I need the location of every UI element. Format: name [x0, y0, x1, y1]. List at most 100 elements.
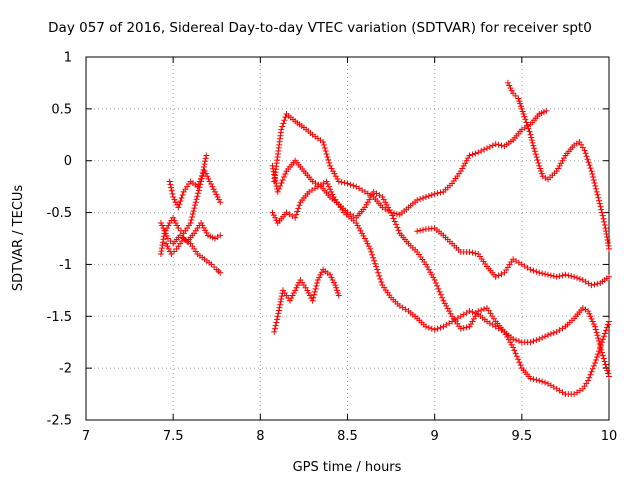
data-point — [581, 147, 588, 154]
data-point — [368, 248, 375, 255]
data-point — [542, 333, 549, 340]
data-point — [294, 282, 301, 289]
data-point — [587, 371, 594, 378]
data-point — [592, 326, 599, 333]
data-point — [318, 269, 325, 276]
data-point — [481, 306, 488, 313]
data-point — [447, 310, 454, 317]
data-point — [534, 157, 541, 164]
data-point — [328, 274, 335, 281]
data-point — [316, 274, 323, 281]
data-point — [361, 204, 368, 211]
data-point — [472, 150, 479, 157]
data-point — [529, 139, 536, 146]
data-point — [210, 186, 217, 193]
data-point — [544, 331, 551, 338]
data-point — [437, 324, 444, 331]
data-point — [495, 272, 502, 279]
data-point — [469, 318, 476, 325]
data-point — [553, 168, 560, 175]
data-point — [469, 151, 476, 158]
y-tick-label: 0.5 — [51, 102, 72, 117]
data-point — [270, 168, 277, 175]
data-point — [434, 190, 441, 197]
data-point — [278, 126, 285, 133]
data-point — [586, 374, 593, 381]
data-point — [168, 187, 175, 194]
data-point — [550, 329, 557, 336]
data-point — [592, 182, 599, 189]
data-point — [289, 292, 296, 299]
data-point — [535, 159, 542, 166]
data-point — [293, 284, 300, 291]
data-point — [307, 292, 314, 299]
data-point — [466, 323, 473, 330]
data-point — [589, 365, 596, 372]
data-point — [194, 193, 201, 200]
data-point — [279, 123, 286, 130]
grid-lines — [86, 57, 609, 420]
data-point — [583, 153, 590, 160]
data-point — [508, 87, 515, 94]
data-point — [271, 325, 278, 332]
data-point — [274, 313, 281, 320]
data-point — [598, 206, 605, 213]
data-point — [422, 323, 429, 330]
data-point — [364, 240, 371, 247]
data-point — [601, 218, 608, 225]
x-tick-label: 9 — [431, 429, 439, 444]
data-point — [273, 180, 280, 187]
data-point — [556, 162, 563, 169]
data-point — [270, 165, 277, 172]
data-point — [537, 165, 544, 172]
data-point — [344, 180, 351, 187]
data-point — [178, 195, 185, 202]
data-point — [430, 274, 437, 281]
data-point — [195, 190, 202, 197]
data-point — [516, 98, 523, 105]
data-point — [517, 103, 524, 110]
data-point — [593, 185, 600, 192]
y-tick-label: -0.5 — [47, 206, 72, 221]
data-point — [190, 208, 197, 215]
data-point — [374, 266, 381, 273]
data-point — [170, 214, 177, 221]
data-point — [512, 92, 519, 99]
data-point — [466, 308, 473, 315]
data-point — [522, 116, 529, 123]
data-point — [440, 297, 447, 304]
data-point — [280, 120, 287, 127]
data-point — [527, 339, 534, 346]
data-point — [542, 379, 549, 386]
data-point — [334, 175, 341, 182]
data-point — [593, 188, 600, 195]
data-point — [560, 155, 567, 162]
data-point — [310, 294, 317, 301]
data-point — [466, 152, 473, 159]
data-point — [519, 108, 526, 115]
data-point — [363, 238, 370, 245]
data-point — [435, 285, 442, 292]
data-point — [333, 284, 340, 291]
data-point — [273, 217, 280, 224]
data-point — [427, 269, 434, 276]
data-point — [373, 263, 380, 270]
data-point — [555, 165, 562, 172]
data-point — [558, 160, 565, 167]
data-point — [460, 325, 467, 332]
data-point — [428, 325, 435, 332]
data-point — [391, 218, 398, 225]
data-point — [582, 306, 589, 313]
data-point — [322, 147, 329, 154]
data-point — [533, 154, 540, 161]
series-arc-A — [271, 107, 550, 218]
x-tick-label: 7.5 — [163, 429, 184, 444]
data-point — [277, 301, 284, 308]
data-point — [536, 162, 543, 169]
data-point — [213, 191, 220, 198]
data-point — [601, 333, 608, 340]
x-tick-label: 7 — [82, 429, 90, 444]
chart-title: Day 057 of 2016, Sidereal Day-to-day VTE… — [48, 20, 592, 36]
data-point — [332, 173, 339, 180]
series-arc-B — [269, 178, 612, 398]
